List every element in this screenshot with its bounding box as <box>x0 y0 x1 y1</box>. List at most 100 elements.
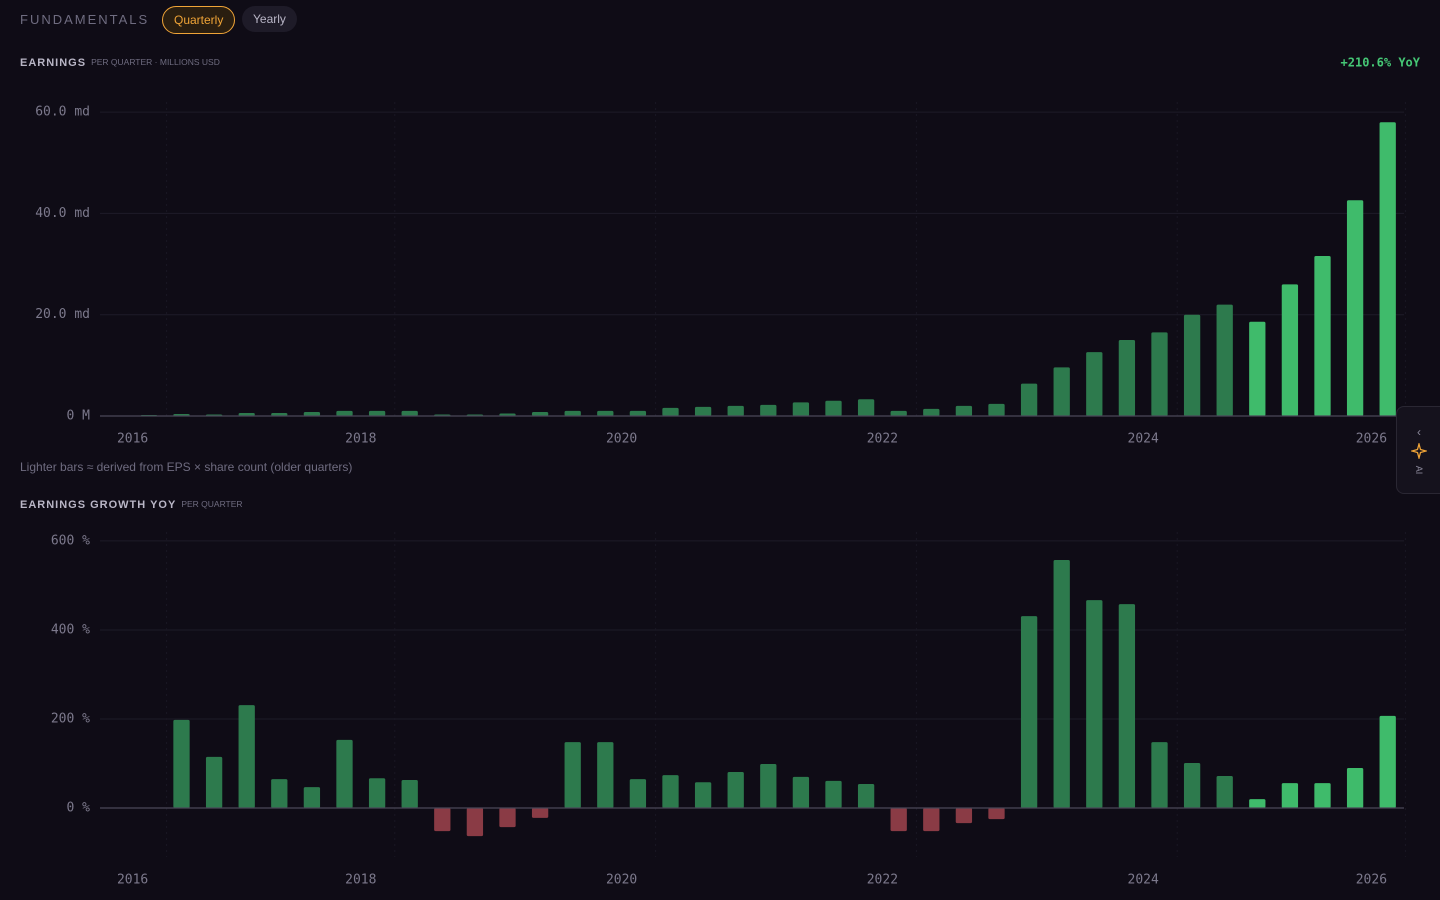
bar <box>825 400 842 416</box>
bar <box>401 410 418 416</box>
bar <box>1151 742 1168 809</box>
x-tick-label: 2016 <box>117 432 148 447</box>
bar <box>1183 763 1201 809</box>
bar <box>988 808 1005 820</box>
bar <box>1086 352 1103 416</box>
tab[interactable]: Quarterly <box>162 6 236 34</box>
bar <box>271 412 288 416</box>
x-tick-label: 2026 <box>1356 873 1387 888</box>
bar <box>955 405 973 416</box>
bar <box>890 410 907 416</box>
bar <box>662 407 679 416</box>
bar <box>1151 332 1168 416</box>
bar <box>662 775 679 809</box>
bar <box>727 405 744 416</box>
bar <box>1379 122 1396 417</box>
page-title: FUNDAMENTALS <box>20 12 150 27</box>
bar <box>1216 775 1233 809</box>
chart-title: EARNINGS GROWTH YOY <box>20 499 176 511</box>
bar <box>1379 715 1396 809</box>
chevron-icon: ‹ <box>1417 425 1421 439</box>
bar <box>760 404 777 416</box>
bar <box>1249 799 1266 809</box>
x-tick-label: 2022 <box>867 432 898 447</box>
bar <box>401 779 418 809</box>
bar <box>597 410 614 416</box>
y-tick-label: 20.0 md <box>35 307 90 322</box>
bar <box>564 410 581 416</box>
bar <box>629 779 647 809</box>
bar <box>923 808 940 832</box>
y-tick-label: 0 M <box>67 409 91 424</box>
bar <box>1314 783 1331 809</box>
bar <box>1346 767 1364 809</box>
x-tick-label: 2024 <box>1128 873 1159 888</box>
bar <box>857 783 875 809</box>
bar <box>1183 314 1201 416</box>
chart-subtitle: PER QUARTER <box>181 499 242 509</box>
bar <box>760 763 777 809</box>
bar <box>499 808 516 828</box>
bar <box>1118 604 1136 809</box>
x-tick-label: 2024 <box>1128 432 1159 447</box>
y-tick-label: 0 % <box>67 801 91 816</box>
bar <box>923 408 940 416</box>
bar <box>238 705 255 809</box>
bar <box>564 742 581 809</box>
bar <box>1281 284 1299 416</box>
bar <box>173 719 190 809</box>
bar <box>1020 616 1038 809</box>
bar <box>303 787 321 809</box>
bar <box>336 739 353 809</box>
note: Lighter bars ≈ derived from EPS × share … <box>20 460 352 474</box>
tab[interactable]: Yearly <box>242 6 297 32</box>
bar <box>1216 304 1233 416</box>
chart-title: EARNINGS <box>20 57 86 69</box>
bar <box>694 406 712 416</box>
bar <box>955 808 973 824</box>
chart-heading: EARNINGS PER QUARTER · MILLIONS USD <box>20 57 220 69</box>
chart-subtitle: PER QUARTER · MILLIONS USD <box>91 57 220 67</box>
bar <box>271 779 288 809</box>
bar <box>1053 560 1070 809</box>
x-tick-label: 2020 <box>606 432 637 447</box>
bar <box>499 413 516 416</box>
bar <box>727 771 744 809</box>
bar <box>1314 255 1331 416</box>
bar <box>792 776 810 809</box>
y-tick-label: 400 % <box>51 622 90 637</box>
bar <box>466 808 484 837</box>
bar <box>988 403 1005 416</box>
x-tick-label: 2018 <box>345 432 376 447</box>
bar <box>792 402 810 416</box>
bar <box>336 410 353 416</box>
bar <box>238 412 255 416</box>
ai-label: AI <box>1414 465 1424 475</box>
bar <box>531 808 549 818</box>
bar <box>1249 321 1266 416</box>
x-tick-label: 2026 <box>1356 432 1387 447</box>
bar <box>1020 383 1038 416</box>
x-tick-label: 2022 <box>867 873 898 888</box>
bar <box>857 399 875 416</box>
chart-heading: EARNINGS GROWTH YOY PER QUARTER <box>20 499 243 511</box>
bar <box>1346 200 1364 416</box>
bar <box>1053 367 1070 416</box>
bar <box>890 808 907 832</box>
bar <box>825 780 842 809</box>
bar <box>303 411 321 416</box>
x-tick-label: 2016 <box>117 873 148 888</box>
bar <box>205 756 223 809</box>
bar <box>1086 600 1103 809</box>
sparkle-icon <box>1411 443 1427 459</box>
bar <box>434 808 451 832</box>
x-tick-label: 2018 <box>345 873 376 888</box>
y-tick-label: 60.0 md <box>35 105 90 120</box>
y-tick-label: 200 % <box>51 711 90 726</box>
bar <box>1281 783 1299 809</box>
y-tick-label: 40.0 md <box>35 206 90 221</box>
annotation: +210.6% YoY <box>1341 56 1421 70</box>
ai-panel-toggle[interactable]: ‹ AI <box>1396 406 1440 494</box>
